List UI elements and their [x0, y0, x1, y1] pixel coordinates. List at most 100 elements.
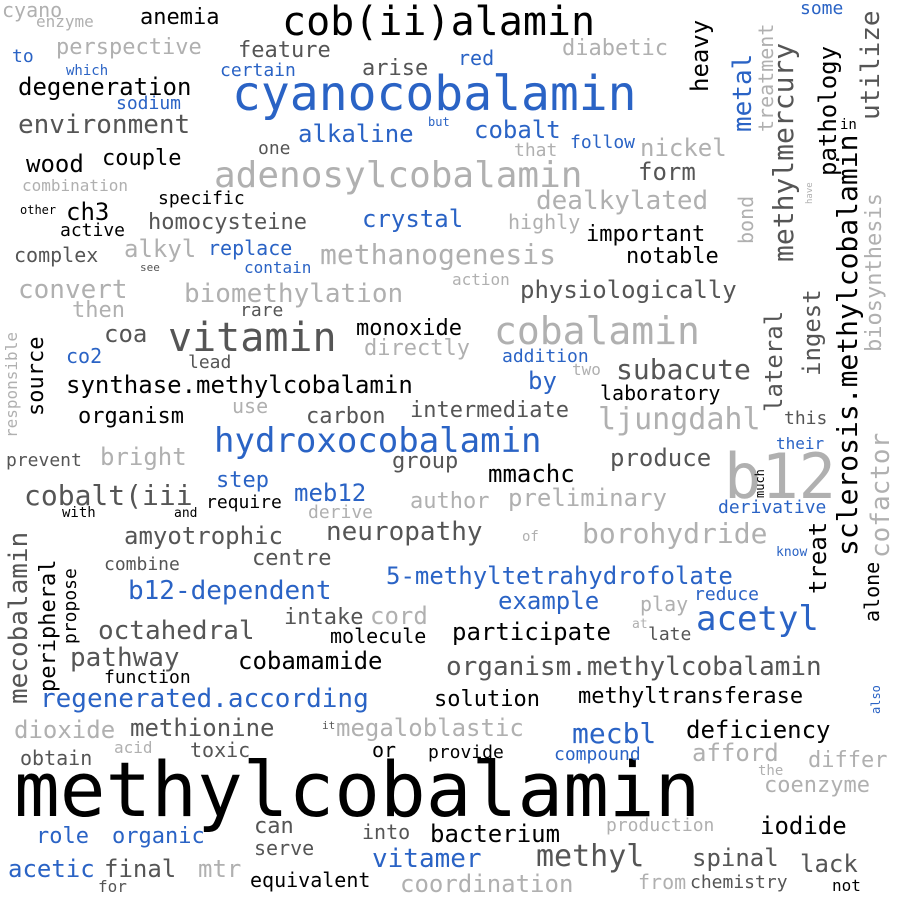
word-vitamin: vitamin	[168, 315, 337, 361]
word-prevent: prevent	[6, 450, 82, 471]
word-final: final	[104, 855, 177, 883]
word-metal: metal	[728, 53, 758, 132]
word-solution: solution	[434, 687, 540, 712]
word-acetyl: acetyl	[696, 599, 819, 639]
word-combine: combine	[104, 554, 180, 575]
word-megaloblastic: megaloblastic	[336, 714, 524, 742]
word-serve: serve	[254, 836, 315, 860]
word-propose: propose	[60, 568, 81, 644]
word-nickel: nickel	[640, 134, 727, 162]
word-utilize: utilize	[856, 10, 886, 120]
word-derive: derive	[308, 502, 374, 523]
word-follow: follow	[570, 132, 636, 153]
word-play: play	[640, 592, 689, 616]
word-molecule: molecule	[330, 624, 427, 648]
word-spinal: spinal	[692, 844, 779, 872]
word-derivative: derivative	[718, 497, 827, 518]
word-convert: convert	[18, 275, 128, 305]
word-not: not	[832, 876, 861, 895]
word-can: can	[254, 814, 294, 839]
word-cobaltiii: cobalt(iii	[24, 479, 193, 512]
word-active: active	[60, 220, 126, 241]
word-ch3: ch3	[66, 198, 110, 226]
word-vitamer: vitamer	[372, 844, 482, 874]
word-carbon: carbon	[306, 404, 386, 429]
word-it: it	[322, 719, 336, 732]
word-sodium: sodium	[116, 93, 182, 114]
word-notable: notable	[626, 244, 719, 269]
word-homocysteine: homocysteine	[148, 210, 307, 235]
word-laboratory: laboratory	[600, 381, 721, 405]
word-but: but	[428, 115, 450, 129]
word-rare: rare	[240, 300, 284, 321]
word-cofactor: cofactor	[866, 432, 896, 558]
word-mtr: mtr	[198, 855, 242, 883]
word-physiologically: physiologically	[520, 276, 737, 304]
word-use: use	[232, 394, 269, 418]
word-which: which	[66, 63, 109, 79]
word-borohydride: borohydride	[582, 517, 768, 550]
word-toxic: toxic	[190, 738, 251, 762]
word-monoxide: monoxide	[356, 316, 462, 341]
word-important: important	[586, 222, 706, 247]
word-environment: environment	[18, 110, 191, 140]
word-sclerosis: sclerosis.methylcobalamin	[831, 134, 864, 556]
word-cobamamide: cobamamide	[238, 647, 383, 675]
word-alkaline: alkaline	[298, 120, 414, 148]
word-organism2: organism.methylcobalamin	[446, 652, 822, 682]
word-intermediate: intermediate	[410, 398, 569, 423]
word-methyltransferase: methyltransferase	[578, 684, 804, 709]
word-hydroxocobalamin: hydroxocobalamin	[214, 421, 542, 461]
word-acetic: acetic	[8, 855, 95, 883]
word-responsible: responsible	[2, 332, 21, 438]
word-five-methyl: 5-methyltetrahydrofolate	[386, 562, 733, 590]
word-alkyl: alkyl	[124, 235, 197, 263]
word-produce: produce	[610, 444, 712, 472]
word-obtain: obtain	[20, 746, 93, 770]
word-see: see	[140, 261, 160, 274]
word-with: with	[62, 505, 96, 521]
word-equivalent: equivalent	[250, 868, 371, 892]
word-in: in	[840, 117, 857, 133]
word-coa: coa	[104, 320, 148, 348]
word-specific: specific	[158, 188, 245, 209]
word-directly: directly	[364, 336, 470, 361]
word-cobalt: cobalt	[474, 116, 561, 144]
word-peripheral: peripheral	[36, 559, 61, 692]
word-some: some	[800, 0, 844, 19]
word-enzyme: enzyme	[36, 12, 94, 31]
word-ingest: ingest	[798, 289, 826, 376]
word-coenzyme: coenzyme	[764, 773, 870, 798]
word-methyl: methyl	[536, 839, 645, 874]
word-intake: intake	[284, 605, 364, 630]
word-lead: lead	[188, 352, 232, 373]
word-example: example	[498, 587, 600, 615]
word-regenerated: regenerated.according	[40, 684, 369, 714]
word-heavy: heavy	[686, 19, 714, 92]
word-other: other	[20, 203, 57, 217]
word-cyanocobalamin: cyanocobalamin	[232, 66, 637, 122]
word-participate: participate	[452, 618, 611, 646]
word-know: know	[776, 545, 808, 560]
word-the: the	[758, 763, 784, 779]
word-methionine: methionine	[130, 714, 275, 742]
word-treat: treat	[804, 521, 832, 594]
word-this: this	[784, 408, 828, 429]
word-degeneration: degeneration	[18, 73, 192, 101]
word-cord: cord	[370, 602, 428, 630]
word-reduce: reduce	[694, 584, 760, 605]
word-require: require	[206, 492, 282, 513]
word-methanogenesis: methanogenesis	[320, 238, 557, 271]
word-and: and	[174, 506, 198, 521]
word-dealkylated: dealkylated	[536, 186, 709, 216]
word-methylmercury: methylmercury	[767, 42, 800, 262]
word-biomethylation: biomethylation	[184, 279, 404, 309]
word-provide: provide	[428, 742, 504, 763]
word-have: have	[805, 182, 815, 204]
word-complex: complex	[14, 243, 99, 267]
word-two: two	[572, 360, 601, 379]
word-from: from	[638, 870, 687, 894]
word-iodide: iodide	[760, 812, 847, 840]
word-synthase: synthase.methylcobalamin	[66, 371, 413, 399]
word-that: that	[514, 140, 558, 161]
